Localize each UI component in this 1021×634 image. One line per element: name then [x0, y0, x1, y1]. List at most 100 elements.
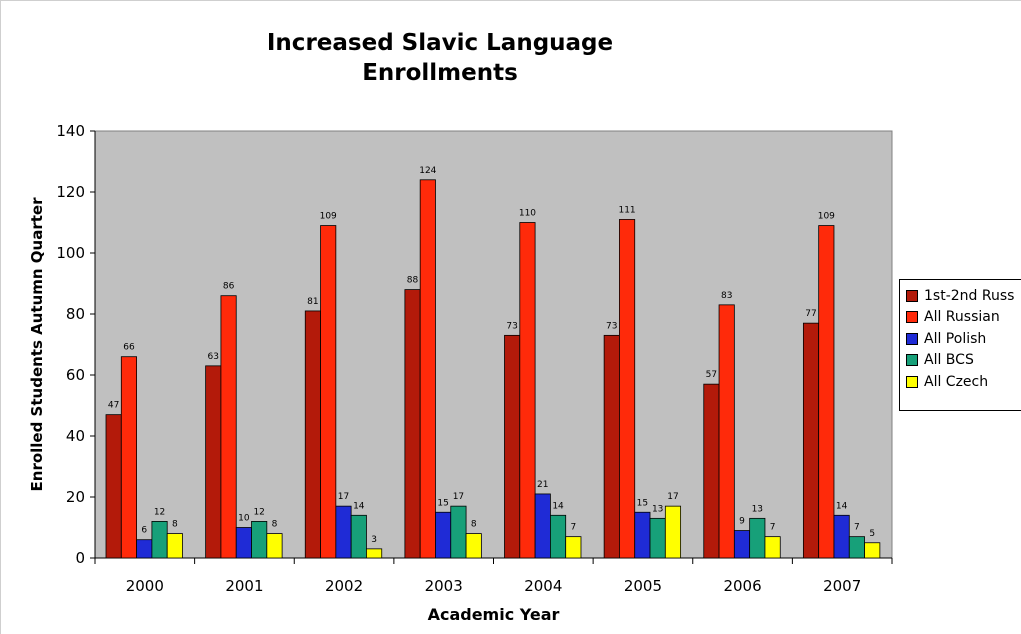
bar-data-label: 7: [854, 523, 860, 533]
bar: [450, 505, 467, 559]
bar-data-label: 88: [407, 276, 419, 286]
bar-data-label: 77: [805, 309, 816, 319]
bar-data-label: 10: [238, 514, 250, 524]
bar: [703, 383, 720, 559]
x-axis-title: Academic Year: [428, 605, 560, 624]
bar-data-label: 111: [618, 205, 635, 215]
bar: [519, 222, 536, 559]
x-tick-label: 2006: [723, 577, 761, 595]
bar-data-label: 9: [739, 517, 745, 527]
y-tick-label: 40: [66, 427, 85, 445]
y-tick-label: 100: [56, 244, 85, 262]
bar: [848, 536, 865, 559]
bar: [151, 521, 168, 559]
legend-swatch: [906, 311, 918, 324]
bar-data-label: 81: [307, 297, 318, 307]
bar: [320, 225, 337, 559]
bar: [619, 219, 636, 559]
bar: [205, 365, 222, 559]
bar-data-label: 17: [667, 492, 678, 502]
bar-data-label: 8: [471, 520, 477, 530]
bar: [802, 322, 820, 559]
legend-label: All Russian: [924, 309, 1000, 326]
bar-data-label: 13: [752, 504, 763, 514]
bar-data-label: 14: [552, 501, 564, 511]
bar-data-label: 86: [223, 282, 235, 292]
legend-item: All Polish: [906, 328, 1021, 350]
bar: [649, 517, 666, 559]
bar-data-label: 12: [154, 507, 165, 517]
bar-data-label: 14: [836, 501, 848, 511]
bar: [235, 527, 252, 559]
bar-data-label: 7: [770, 523, 776, 533]
bar: [266, 533, 283, 559]
bar-data-label: 124: [419, 166, 436, 176]
bar-data-label: 21: [537, 480, 548, 490]
bar: [136, 539, 153, 559]
x-tick-label: 2004: [524, 577, 562, 595]
y-tick-label: 120: [56, 183, 85, 201]
bar-data-label: 5: [869, 529, 875, 539]
chart-title-line1: Increased Slavic Language: [266, 30, 614, 56]
y-tick-label: 140: [56, 122, 85, 140]
y-axis-title: Enrolled Students Autumn Quarter: [28, 197, 46, 492]
bar-data-label: 47: [108, 401, 119, 411]
bar-data-label: 12: [253, 507, 264, 517]
y-tick-label: 80: [66, 305, 85, 323]
bar: [105, 414, 122, 559]
bar: [465, 533, 482, 559]
bar-data-label: 110: [519, 209, 536, 219]
bar: [304, 310, 321, 559]
y-tick-label: 60: [66, 366, 85, 384]
bar-data-label: 66: [123, 343, 135, 353]
x-tick-label: 2007: [823, 577, 861, 595]
bar: [120, 356, 138, 559]
bar: [733, 530, 751, 559]
bar-data-label: 57: [706, 370, 717, 380]
bar-data-label: 109: [320, 212, 337, 222]
x-tick-label: 2003: [425, 577, 463, 595]
x-tick-label: 2000: [126, 577, 164, 595]
bar-data-label: 17: [338, 492, 349, 502]
legend-label: 1st-2nd Russ: [924, 287, 1015, 304]
legend-swatch: [906, 375, 918, 388]
bar: [166, 533, 183, 559]
bar: [220, 295, 237, 559]
legend-swatch: [906, 332, 918, 345]
bar-data-label: 14: [353, 501, 365, 511]
legend-label: All BCS: [924, 352, 974, 369]
bar: [366, 548, 383, 559]
bar: [749, 517, 766, 559]
bar-data-label: 7: [570, 523, 576, 533]
legend-item: All Russian: [906, 307, 1021, 329]
bar: [335, 505, 352, 559]
bar: [764, 536, 781, 559]
bar-data-label: 13: [652, 504, 663, 514]
bar-data-label: 15: [437, 498, 448, 508]
y-tick-label: 0: [75, 549, 85, 567]
bar: [534, 493, 551, 559]
x-tick-label: 2001: [225, 577, 263, 595]
legend-item: All Czech: [906, 371, 1021, 393]
legend-label: All Polish: [924, 330, 987, 347]
bar: [251, 521, 268, 559]
bar: [350, 514, 367, 559]
bar-data-label: 8: [272, 520, 278, 530]
chart-title: Increased Slavic Language Enrollments: [180, 28, 700, 88]
bar-data-label: 15: [637, 498, 648, 508]
legend-item: All BCS: [906, 350, 1021, 372]
bar: [603, 334, 620, 559]
bar: [718, 304, 735, 559]
bar-data-label: 8: [172, 520, 178, 530]
bar: [435, 511, 452, 559]
bar-data-label: 73: [606, 321, 617, 331]
bar: [864, 542, 881, 559]
bar: [404, 289, 421, 559]
bar: [504, 334, 521, 559]
bar-data-label: 63: [208, 352, 219, 362]
bar-data-label: 83: [721, 291, 732, 301]
bar: [565, 536, 582, 559]
bar: [550, 514, 567, 559]
x-tick-label: 2005: [624, 577, 662, 595]
